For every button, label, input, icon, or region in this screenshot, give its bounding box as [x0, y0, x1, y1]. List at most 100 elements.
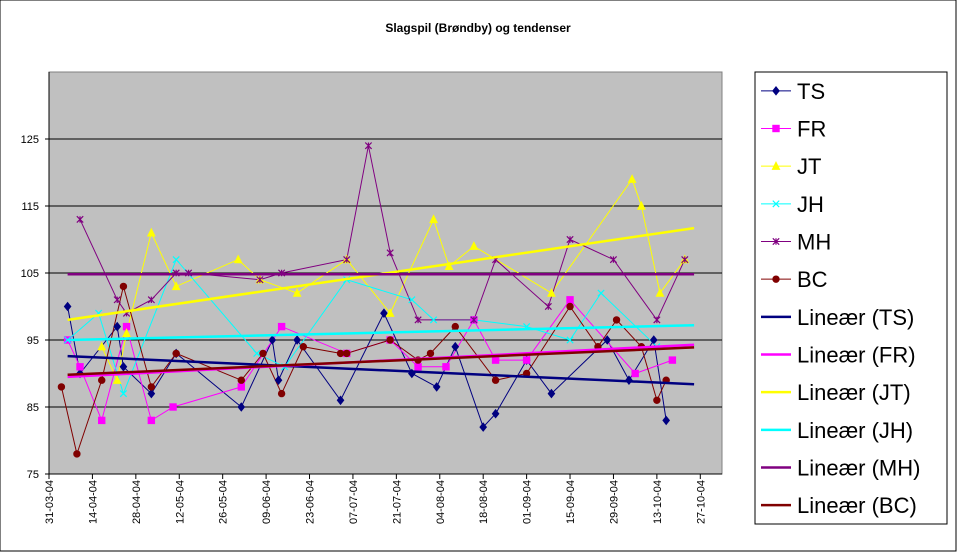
data-point-ts — [432, 382, 441, 392]
data-point-mh — [566, 235, 574, 244]
data-point-fr — [668, 356, 677, 364]
data-point-bc — [386, 336, 394, 344]
legend-item-jt: JT — [761, 154, 821, 179]
data-point-bc — [566, 302, 574, 311]
data-point-mh — [343, 255, 351, 264]
x-tick-label: 29-09-04 — [608, 480, 620, 524]
data-point-jt — [429, 214, 438, 224]
x-tick-label: 26-05-04 — [218, 480, 230, 524]
legend-item-line-r-jh: Lineær (JH) — [761, 418, 913, 443]
legend-label: Lineær (MH) — [797, 456, 920, 481]
data-point-fr — [442, 363, 450, 371]
legend-item-jh: JH — [761, 192, 824, 217]
legend-label: Lineær (TS) — [797, 305, 914, 330]
legend-item-fr: FR — [761, 117, 826, 142]
data-point-ts — [268, 335, 277, 345]
data-point-mh — [113, 296, 121, 304]
data-point-ts — [113, 321, 122, 332]
legend-label: Lineær (BC) — [797, 493, 917, 518]
y-tick-label: 95 — [27, 335, 39, 347]
data-point-bc — [147, 383, 156, 391]
data-point-fr — [98, 416, 106, 425]
data-point-mh — [544, 302, 552, 311]
legend-label: JH — [797, 192, 824, 217]
x-tick-label: 28-04-04 — [131, 480, 143, 524]
data-point-ts — [293, 335, 301, 345]
y-tick-label: 105 — [21, 268, 39, 280]
data-point-mh — [653, 316, 661, 324]
legend-item-line-r-mh: Lineær (MH) — [761, 456, 920, 481]
data-point-ts — [274, 375, 283, 386]
x-tick-label: 09-06-04 — [261, 480, 273, 524]
trendline-line-r-ts — [67, 354, 695, 386]
data-point-ts — [119, 361, 128, 372]
data-point-bc — [451, 322, 459, 331]
legend-item-line-r-ts: Lineær (TS) — [761, 305, 914, 330]
legend-item-line-r-bc: Lineær (BC) — [761, 493, 917, 518]
data-point-jh — [408, 296, 416, 304]
legend: TS FR JT JH MH BC Lineær (TS) Lineær (FR) Lineær… — [754, 71, 948, 525]
legend-swatch-marker — [772, 275, 780, 283]
legend-label: BC — [797, 267, 828, 292]
x-tick-label: 14-04-04 — [87, 480, 99, 524]
data-point-jt — [385, 308, 395, 317]
data-point-jt — [547, 287, 556, 297]
data-point-ts — [147, 388, 156, 399]
x-tick-label: 04-08-04 — [435, 480, 447, 524]
legend-item-bc: BC — [761, 267, 828, 292]
data-point-jt — [469, 241, 479, 250]
x-tick-label: 27-10-04 — [695, 480, 707, 524]
legend-item-mh: MH — [761, 230, 831, 255]
legend-swatch-marker — [772, 86, 780, 96]
data-point-jh — [253, 349, 261, 358]
data-point-fr — [414, 363, 422, 371]
legend-box — [754, 71, 948, 525]
data-point-jt — [112, 375, 122, 384]
data-point-fr — [277, 322, 286, 331]
data-point-ts — [63, 301, 72, 312]
data-point-mh — [386, 249, 394, 257]
data-point-jt — [292, 287, 302, 297]
y-tick-label: 85 — [27, 402, 39, 414]
data-point-bc — [426, 349, 435, 358]
data-point-jh — [119, 389, 128, 398]
data-point-bc — [343, 349, 351, 358]
data-point-fr — [491, 356, 500, 364]
data-point-bc — [277, 389, 286, 398]
x-tick-label: 23-06-04 — [305, 480, 317, 524]
data-point-jt — [146, 227, 156, 237]
data-point-mh — [76, 215, 84, 224]
data-point-jt — [233, 254, 243, 264]
x-tick-label: 12-05-04 — [174, 480, 186, 524]
data-point-ts — [603, 335, 612, 345]
x-tick-label: 31-03-04 — [44, 480, 56, 524]
data-point-ts — [547, 388, 556, 399]
data-point-ts — [451, 341, 460, 352]
data-point-bc — [612, 316, 621, 324]
legend-swatch-marker — [772, 237, 780, 246]
data-point-mh — [364, 142, 373, 150]
data-point-jh — [566, 336, 574, 344]
x-tick-label: 13-10-04 — [652, 480, 664, 524]
data-point-bc — [299, 343, 308, 351]
trendline-line-r-bc — [67, 346, 695, 377]
legend-item-line-r-jt: Lineær (JT) — [761, 380, 911, 405]
data-point-jt — [171, 281, 181, 291]
data-point-mh — [414, 316, 422, 324]
x-tick-label: 07-07-04 — [348, 480, 360, 524]
legend-swatch-marker — [772, 124, 780, 133]
data-point-mh — [470, 316, 478, 324]
data-point-bc — [119, 282, 128, 291]
legend-label: Lineær (FR) — [797, 343, 916, 368]
data-point-ts — [479, 422, 488, 432]
data-point-bc — [653, 396, 661, 404]
legend-swatch-marker — [771, 161, 781, 170]
data-point-fr — [169, 403, 177, 411]
data-point-bc — [98, 376, 106, 384]
data-point-fr — [237, 383, 245, 391]
plot-area: 75 85 95 105 115 125 31-03-04 14-04-04 28-04-04 1… — [21, 71, 723, 524]
x-tick-label: 21-07-04 — [391, 480, 403, 524]
data-point-ts — [336, 395, 345, 406]
